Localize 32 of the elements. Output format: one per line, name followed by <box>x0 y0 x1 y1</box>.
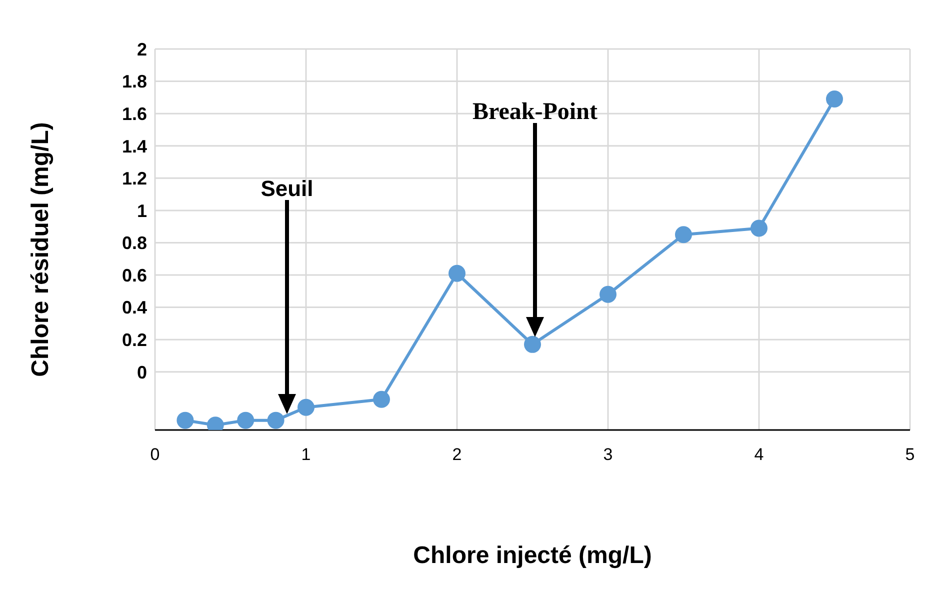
point <box>298 398 314 416</box>
point <box>600 286 616 303</box>
point <box>237 412 254 429</box>
x-tick-label: 2 <box>452 445 462 464</box>
x-axis-title: Chlore injecté (mg/L) <box>413 542 652 569</box>
point <box>750 220 768 237</box>
y-tick-label: 0.8 <box>122 233 147 254</box>
annotation: Seuil <box>260 176 314 201</box>
y-tick-label: 1.8 <box>122 72 147 92</box>
x-tick-label: 5 <box>905 445 915 464</box>
x-tick-label: 0 <box>150 445 160 464</box>
annotation: Break-Point <box>472 99 598 125</box>
point <box>176 412 194 429</box>
y-axis-title: Chlore résiduel (mg/L) <box>27 122 54 377</box>
x-tick-label: 4 <box>754 445 764 464</box>
point <box>267 412 284 429</box>
y-tick-label: 0.4 <box>122 298 147 318</box>
y-tick-label: 0 <box>136 362 147 382</box>
point <box>373 390 390 408</box>
y-tick-label: 0.6 <box>122 265 147 286</box>
x-tick-label: 3 <box>603 445 613 464</box>
y-tick-label: 0.2 <box>122 330 147 350</box>
point <box>826 90 843 108</box>
y-tick-label: 2 <box>136 39 147 60</box>
y-tick-label: 1.2 <box>122 168 147 189</box>
point <box>524 336 541 353</box>
y-tick-label: 1.4 <box>122 136 147 156</box>
y-tick-label: 1 <box>136 200 147 221</box>
point <box>448 264 466 282</box>
point <box>675 226 692 244</box>
x-tick-label: 1 <box>301 445 311 464</box>
y-tick-label: 1.6 <box>122 104 147 124</box>
